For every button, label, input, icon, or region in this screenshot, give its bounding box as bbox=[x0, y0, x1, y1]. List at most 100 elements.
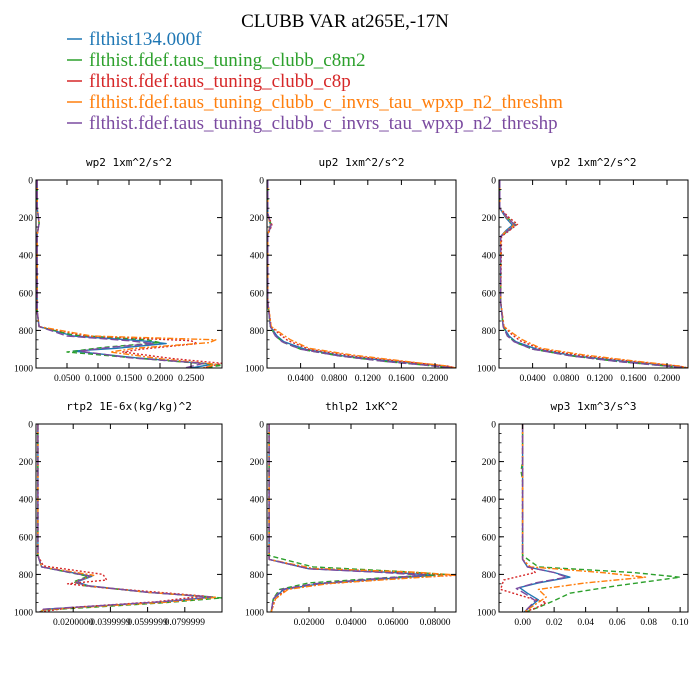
y-tick-label: 200 bbox=[250, 214, 265, 224]
y-tick-label: 200 bbox=[19, 458, 34, 468]
y-tick-label: 1000 bbox=[245, 365, 264, 375]
series-line-3 bbox=[499, 180, 688, 368]
series-group bbox=[36, 180, 222, 368]
legend: flthist134.000fflthist.fdef.taus_tuning_… bbox=[67, 29, 563, 134]
series-group bbox=[267, 180, 456, 368]
x-tick-label: 0.1200 bbox=[587, 374, 613, 384]
y-tick-label: 800 bbox=[19, 571, 34, 581]
series-line-2 bbox=[268, 424, 447, 612]
y-tick-label: 400 bbox=[19, 252, 34, 262]
x-tick-label: 0.0599999 bbox=[127, 618, 168, 628]
y-tick-label: 200 bbox=[482, 214, 497, 224]
y-tick-label: 800 bbox=[250, 327, 265, 337]
series-group bbox=[37, 424, 222, 612]
legend-entry-4: flthist.fdef.taus_tuning_clubb_c_invrs_t… bbox=[89, 92, 563, 113]
x-tick-label: 0.02000 bbox=[294, 618, 325, 628]
plot-frame bbox=[266, 423, 457, 613]
x-tick-label: 0.10 bbox=[672, 618, 689, 628]
legend-entry-1: flthist134.000f bbox=[89, 29, 202, 50]
x-tick-label: 0.0200000 bbox=[53, 618, 94, 628]
series-group bbox=[268, 424, 456, 612]
y-tick-label: 400 bbox=[19, 496, 34, 506]
y-tick-label: 0 bbox=[28, 421, 33, 431]
series-line-3 bbox=[267, 180, 456, 368]
x-tick-label: 0.0799999 bbox=[165, 618, 206, 628]
x-tick-label: 0.02 bbox=[546, 618, 563, 628]
series-line-1 bbox=[37, 424, 214, 612]
x-tick-label: 0.06 bbox=[609, 618, 626, 628]
plot-frame bbox=[266, 179, 457, 369]
series-line-5 bbox=[37, 424, 212, 612]
series-line-4 bbox=[268, 424, 456, 612]
y-tick-label: 400 bbox=[250, 252, 265, 262]
x-tick-label: 0.2000 bbox=[422, 374, 448, 384]
panel-2: up2 1xm^2/s^2 0 200 400 600 800 1000 0.0400 0.08… bbox=[245, 156, 457, 384]
panel-6: wp3 1xm^3/s^3 0 200 400 600 800 1000 0.00 0.02 0.… bbox=[477, 400, 689, 628]
y-tick-label: 400 bbox=[482, 496, 497, 506]
legend-entry-2: flthist.fdef.taus_tuning_clubb_c8m2 bbox=[89, 50, 366, 71]
y-tick-label: 600 bbox=[482, 289, 497, 299]
figure-title: CLUBB VAR at265E,-17N bbox=[241, 11, 449, 32]
y-tick-label: 800 bbox=[19, 327, 34, 337]
series-line-5 bbox=[268, 424, 426, 612]
panel-title: vp2 1xm^2/s^2 bbox=[550, 156, 636, 169]
plot-frame bbox=[498, 423, 689, 613]
y-tick-label: 1000 bbox=[477, 609, 496, 619]
y-tick-label: 200 bbox=[19, 214, 34, 224]
y-tick-label: 200 bbox=[250, 458, 265, 468]
series-line-4 bbox=[37, 424, 218, 612]
series-line-4 bbox=[499, 180, 688, 368]
y-tick-label: 0 bbox=[491, 177, 496, 187]
y-tick-label: 1000 bbox=[14, 365, 33, 375]
x-tick-label: 0.2500 bbox=[178, 374, 204, 384]
series-line-3 bbox=[37, 424, 205, 612]
series-group bbox=[499, 180, 688, 368]
y-tick-label: 800 bbox=[482, 327, 497, 337]
panel-title: thlp2 1xK^2 bbox=[325, 400, 398, 413]
x-tick-label: 0.0400 bbox=[520, 374, 546, 384]
x-tick-label: 0.0800 bbox=[321, 374, 347, 384]
series-line-2 bbox=[520, 424, 681, 612]
x-tick-label: 0.0400 bbox=[288, 374, 314, 384]
series-line-1 bbox=[499, 180, 688, 368]
y-tick-label: 800 bbox=[250, 571, 265, 581]
y-tick-label: 200 bbox=[482, 458, 497, 468]
panel-5: thlp2 1xK^2 0 200 400 600 800 1000 0.02000 0.040… bbox=[245, 400, 457, 628]
y-tick-label: 400 bbox=[250, 496, 265, 506]
series-line-4 bbox=[521, 424, 647, 612]
series-line-3 bbox=[268, 424, 456, 612]
legend-entry-5: flthist.fdef.taus_tuning_clubb_c_invrs_t… bbox=[89, 113, 558, 134]
series-line-5 bbox=[267, 180, 454, 368]
plot-frame bbox=[498, 179, 689, 369]
y-tick-label: 0 bbox=[491, 421, 496, 431]
y-tick-label: 600 bbox=[482, 533, 497, 543]
x-tick-label: 0.04 bbox=[577, 618, 594, 628]
series-line-2 bbox=[499, 180, 686, 368]
y-tick-label: 800 bbox=[482, 571, 497, 581]
series-line-1 bbox=[267, 180, 456, 368]
panel-1: wp2 1xm^2/s^2 0 200 400 600 800 1000 0.0500 0.10… bbox=[14, 156, 223, 384]
series-line-4 bbox=[267, 180, 456, 368]
legend-entry-3: flthist.fdef.taus_tuning_clubb_c8p bbox=[89, 71, 351, 92]
y-tick-label: 1000 bbox=[477, 365, 496, 375]
series-line-2 bbox=[37, 424, 222, 612]
panels: wp2 1xm^2/s^2 0 200 400 600 800 1000 0.0500 0.10… bbox=[14, 156, 689, 628]
panel-title: wp2 1xm^2/s^2 bbox=[86, 156, 172, 169]
x-tick-label: 0.1600 bbox=[620, 374, 646, 384]
y-tick-label: 0 bbox=[259, 421, 264, 431]
plot-frame bbox=[35, 423, 223, 613]
x-tick-label: 0.06000 bbox=[378, 618, 409, 628]
x-tick-label: 0.1600 bbox=[388, 374, 414, 384]
series-group bbox=[499, 424, 681, 612]
y-tick-label: 0 bbox=[28, 177, 33, 187]
x-tick-label: 0.08 bbox=[640, 618, 657, 628]
series-line-3 bbox=[499, 424, 547, 612]
panel-title: wp3 1xm^3/s^3 bbox=[550, 400, 636, 413]
y-tick-label: 600 bbox=[250, 533, 265, 543]
x-tick-label: 0.2000 bbox=[654, 374, 680, 384]
x-tick-label: 0.0399999 bbox=[90, 618, 131, 628]
series-line-2 bbox=[267, 180, 454, 368]
series-line-5 bbox=[515, 424, 568, 612]
x-tick-label: 0.0500 bbox=[54, 374, 80, 384]
